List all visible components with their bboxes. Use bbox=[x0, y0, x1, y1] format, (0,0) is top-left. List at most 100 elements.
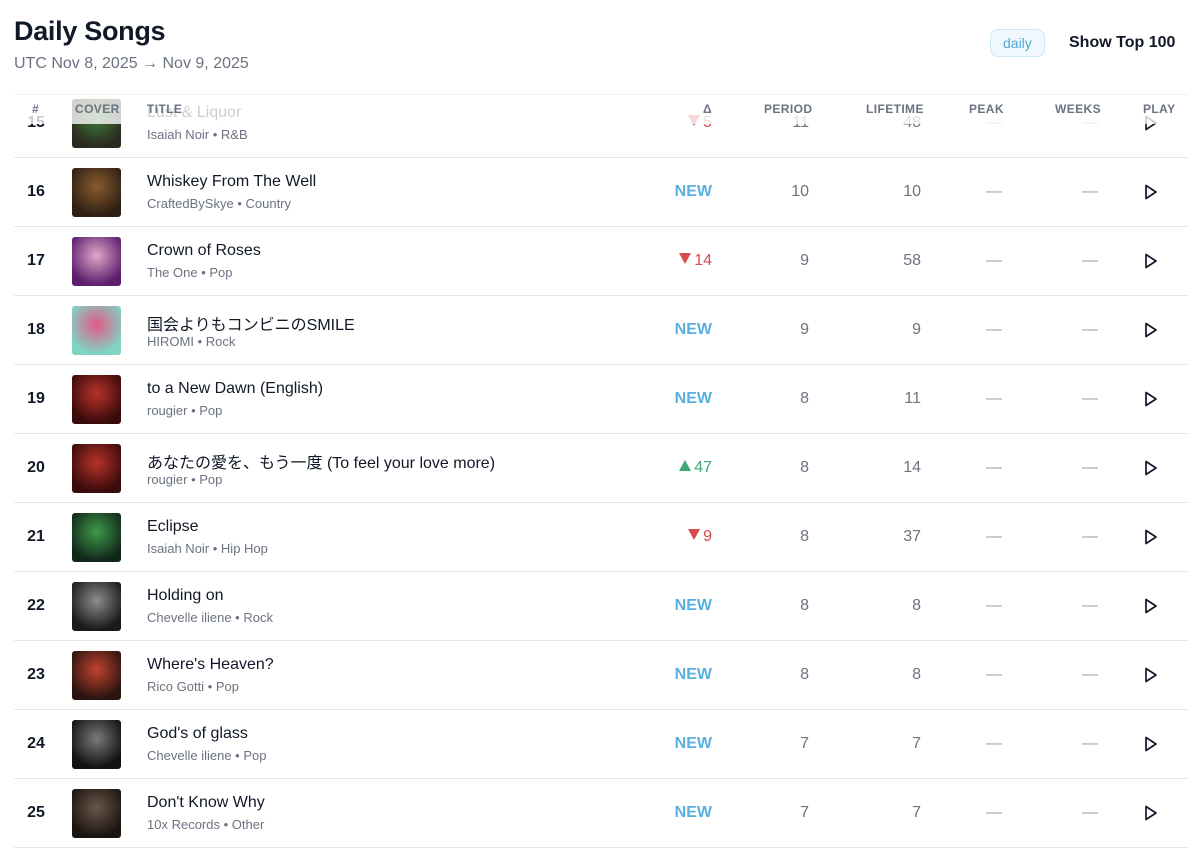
cover-art bbox=[72, 375, 121, 424]
table-header: # COVER TITLE Δ PERIOD LIFETIME PEAK WEE… bbox=[14, 94, 1188, 124]
table-row[interactable]: 24 God's of glass Chevelle iliene • Pop NEW… bbox=[14, 710, 1188, 779]
table-row[interactable]: 20 あなたの愛を、もう一度 (To feel your love more) ro… bbox=[14, 434, 1188, 503]
artist-name[interactable]: Chevelle iliene bbox=[147, 748, 232, 763]
play-button[interactable] bbox=[1138, 525, 1162, 549]
play-button[interactable] bbox=[1138, 387, 1162, 411]
lifetime-count: 7 bbox=[912, 735, 921, 752]
rank-number: 25 bbox=[27, 804, 45, 821]
artist-name[interactable]: Isaiah Noir bbox=[147, 127, 210, 142]
rank-number: 17 bbox=[27, 252, 45, 269]
col-play: PLAY bbox=[1143, 102, 1176, 116]
delta-indicator: NEW bbox=[675, 779, 712, 847]
song-meta: Chevelle iliene • Rock bbox=[147, 610, 273, 625]
peak-value: — bbox=[986, 804, 1002, 821]
genre-label: Pop bbox=[199, 403, 223, 418]
song-title[interactable]: あなたの愛を、もう一度 (To feel your love more) bbox=[147, 455, 496, 472]
song-title[interactable]: Eclipse bbox=[147, 518, 199, 535]
peak-value: — bbox=[986, 735, 1002, 752]
table-row[interactable]: 22 Holding on Chevelle iliene • Rock NEW 8 8 —… bbox=[14, 572, 1188, 641]
col-cover: COVER bbox=[75, 102, 120, 116]
delta-value: NEW bbox=[674, 390, 712, 407]
table-row[interactable]: 19 to a New Dawn (English) rougier • Pop NE… bbox=[14, 365, 1188, 434]
peak-value: — bbox=[986, 183, 1002, 200]
play-icon bbox=[1145, 805, 1157, 821]
song-title[interactable]: 国会よりもコンビニのSMILE bbox=[147, 317, 355, 334]
col-lifetime[interactable]: LIFETIME bbox=[866, 102, 924, 116]
play-button[interactable] bbox=[1138, 249, 1162, 273]
lifetime-count: 7 bbox=[912, 804, 921, 821]
genre-label: Pop bbox=[209, 265, 233, 280]
table-row[interactable]: 18 国会よりもコンビニのSMILE HIROMI • Rock NEW 9 9 — — bbox=[14, 296, 1188, 365]
song-meta: Chevelle iliene • Pop bbox=[147, 748, 266, 763]
weeks-value: — bbox=[1082, 321, 1098, 338]
meta-separator: • bbox=[197, 265, 210, 280]
meta-separator: • bbox=[209, 541, 221, 556]
artist-name[interactable]: rougier bbox=[147, 472, 188, 487]
artist-name[interactable]: HIROMI bbox=[147, 334, 194, 349]
play-icon bbox=[1145, 460, 1157, 476]
artist-name[interactable]: Isaiah Noir bbox=[147, 541, 210, 556]
play-button[interactable] bbox=[1138, 456, 1162, 480]
delta-indicator: 9 bbox=[688, 503, 712, 571]
rank-number: 23 bbox=[27, 666, 45, 683]
peak-value: — bbox=[986, 252, 1002, 269]
song-title[interactable]: Don't Know Why bbox=[147, 794, 265, 811]
table-row[interactable]: 21 Eclipse Isaiah Noir • Hip Hop 9 8 37 — — bbox=[14, 503, 1188, 572]
lifetime-count: 8 bbox=[912, 666, 921, 683]
table-row[interactable]: 17 Crown of Roses The One • Pop 14 9 58 — — bbox=[14, 227, 1188, 296]
show-top-100-button[interactable]: Show Top 100 bbox=[1060, 30, 1184, 56]
cover-art bbox=[72, 237, 121, 286]
song-title[interactable]: God's of glass bbox=[147, 725, 248, 742]
delta-value: 14 bbox=[694, 252, 712, 269]
period-badge[interactable]: daily bbox=[990, 29, 1045, 57]
play-button[interactable] bbox=[1138, 732, 1162, 756]
date-range: UTC Nov 8, 2025 → Nov 9, 2025 bbox=[14, 55, 249, 72]
table-row[interactable]: 23 Where's Heaven? Rico Gotti • Pop NEW 8 8 — — bbox=[14, 641, 1188, 710]
table-row[interactable]: 16 Whiskey From The Well CraftedBySkye • C… bbox=[14, 158, 1188, 227]
period-count: 8 bbox=[800, 390, 809, 407]
delta-indicator: NEW bbox=[675, 641, 712, 709]
song-meta: Isaiah Noir • R&B bbox=[147, 127, 248, 142]
col-weeks[interactable]: WEEKS bbox=[1055, 102, 1102, 116]
delta-indicator: 47 bbox=[679, 434, 712, 502]
lifetime-count: 8 bbox=[912, 597, 921, 614]
song-title[interactable]: to a New Dawn (English) bbox=[147, 380, 324, 397]
song-title[interactable]: Whiskey From The Well bbox=[147, 173, 317, 190]
weeks-value: — bbox=[1082, 597, 1098, 614]
period-count: 10 bbox=[791, 183, 809, 200]
table-row[interactable]: 25 Don't Know Why 10x Records • Other NEW 7 7… bbox=[14, 779, 1188, 848]
meta-separator: • bbox=[231, 748, 244, 763]
triangle-down-icon bbox=[688, 529, 701, 541]
song-title[interactable]: Holding on bbox=[147, 587, 224, 604]
song-title[interactable]: Where's Heaven? bbox=[147, 656, 274, 673]
lifetime-count: 14 bbox=[903, 459, 921, 476]
play-button[interactable] bbox=[1138, 663, 1162, 687]
genre-label: Rock bbox=[243, 610, 273, 625]
play-button[interactable] bbox=[1138, 180, 1162, 204]
weeks-value: — bbox=[1082, 666, 1098, 683]
page-title: Daily Songs bbox=[14, 16, 166, 46]
song-meta: Rico Gotti • Pop bbox=[147, 679, 239, 694]
meta-separator: • bbox=[219, 817, 232, 832]
weeks-value: — bbox=[1082, 735, 1098, 752]
meta-separator: • bbox=[204, 679, 216, 694]
artist-name[interactable]: Rico Gotti bbox=[147, 679, 205, 694]
play-button[interactable] bbox=[1138, 594, 1162, 618]
artist-name[interactable]: CraftedBySkye bbox=[147, 196, 234, 211]
artist-name[interactable]: Chevelle iliene bbox=[147, 610, 232, 625]
play-button[interactable] bbox=[1138, 801, 1162, 825]
triangle-up-icon bbox=[679, 460, 692, 472]
col-delta: Δ bbox=[703, 102, 713, 116]
lifetime-count: 11 bbox=[904, 390, 921, 407]
artist-name[interactable]: 10x Records bbox=[147, 817, 220, 832]
artist-name[interactable]: The One bbox=[147, 265, 198, 280]
play-button[interactable] bbox=[1138, 318, 1162, 342]
peak-value: — bbox=[986, 597, 1002, 614]
delta-value: 9 bbox=[703, 528, 712, 545]
col-period[interactable]: PERIOD bbox=[764, 102, 813, 116]
col-title: TITLE bbox=[147, 102, 183, 116]
page-header: Daily Songs UTC Nov 8, 2025 → Nov 9, 202… bbox=[14, 16, 249, 73]
artist-name[interactable]: rougier bbox=[147, 403, 188, 418]
col-peak[interactable]: PEAK bbox=[969, 102, 1004, 116]
song-title[interactable]: Crown of Roses bbox=[147, 242, 261, 259]
